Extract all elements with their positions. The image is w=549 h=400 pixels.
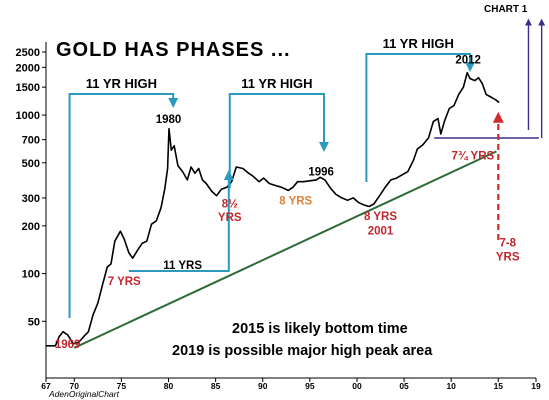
x-tick-label: 05 xyxy=(399,381,409,391)
x-tick-label: 67 xyxy=(41,381,51,391)
annotation-label: YRS xyxy=(496,251,520,263)
chart-title: GOLD HAS PHASES ... xyxy=(56,39,291,61)
y-tick-label: 1000 xyxy=(16,110,40,122)
note-bottom-time: 2015 is likely bottom time xyxy=(232,321,408,337)
x-tick-label: 75 xyxy=(117,381,127,391)
x-tick-label: 90 xyxy=(258,381,268,391)
phase-bracket xyxy=(228,93,329,188)
annotation-label: 11 YRS xyxy=(163,260,202,272)
y-tick-label: 500 xyxy=(22,158,40,170)
y-tick-label: 700 xyxy=(22,135,40,147)
chart-label: CHART 1 xyxy=(484,4,528,15)
x-tick-label: 00 xyxy=(352,381,362,391)
x-tick-label: 85 xyxy=(211,381,221,391)
annotation-label: YRS xyxy=(218,212,242,224)
x-tick-label: 15 xyxy=(494,381,504,391)
source-label: AdenOriginalChart xyxy=(48,389,120,399)
marks-group: 11 YR HIGH 11 YR HIGH 11 YR HIGH 1969 7 YRS 1… xyxy=(46,18,546,351)
annotation-label: 8 YRS xyxy=(279,196,312,208)
y-tick-label: 1500 xyxy=(16,82,40,94)
y-tick-label: 2500 xyxy=(16,47,40,59)
x-tick-label: 10 xyxy=(446,381,456,391)
y-tick-label: 100 xyxy=(22,269,40,281)
y-tick-label: 200 xyxy=(22,221,40,233)
annotation-label: 1980 xyxy=(156,114,182,126)
phase-bracket xyxy=(365,53,476,182)
phase-label: 11 YR HIGH xyxy=(383,36,454,51)
y-tick-label: 50 xyxy=(28,316,40,328)
phase-label: 11 YR HIGH xyxy=(86,76,157,91)
annotation-label: 2001 xyxy=(368,225,394,237)
annotation-label: 7 YRS xyxy=(108,276,141,288)
annotation-label: 7¾ YRS xyxy=(452,150,495,162)
eleven-years-step-arrow xyxy=(128,170,234,272)
y-tick-label: 300 xyxy=(22,193,40,205)
note-peak-area: 2019 is possible major high peak area xyxy=(172,343,433,359)
annotation-label: 1996 xyxy=(308,167,334,179)
x-tick-label: 80 xyxy=(164,381,174,391)
annotation-label: 8½ xyxy=(222,198,238,210)
y-tick-label: 2000 xyxy=(16,62,40,74)
x-tick-label: 70 xyxy=(70,381,80,391)
annotation-label: 1969 xyxy=(55,339,81,351)
gold-price-line xyxy=(46,71,500,347)
phase-bracket xyxy=(68,93,179,318)
phase-label: 11 YR HIGH xyxy=(241,76,312,91)
x-tick-label: 19 xyxy=(531,381,541,391)
annotation-label: 2012 xyxy=(455,54,481,66)
x-tick-label: 95 xyxy=(305,381,315,391)
annotation-label: 8 YRS xyxy=(364,211,397,223)
annotation-label: 7-8 xyxy=(499,238,516,250)
trend-line xyxy=(73,150,497,349)
